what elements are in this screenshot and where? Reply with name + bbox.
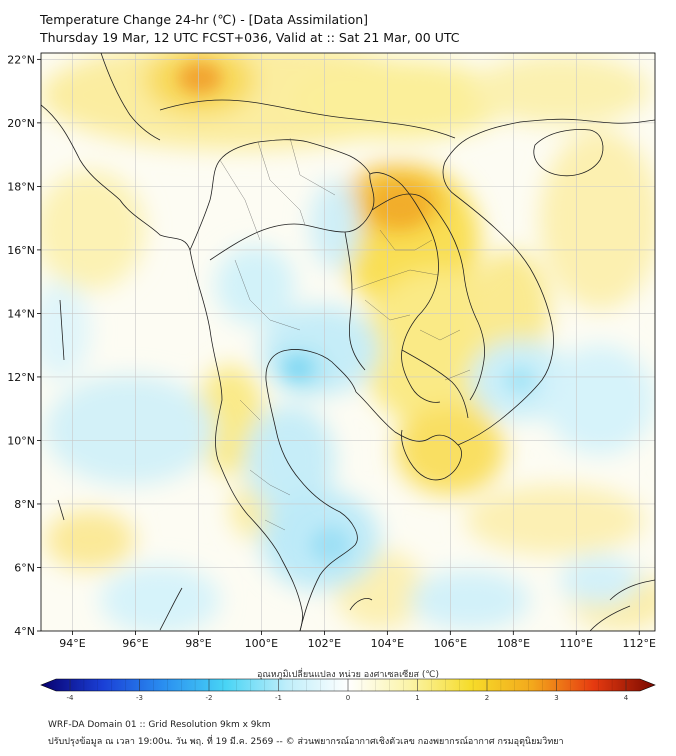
map-title: Temperature Change 24-hr (℃) - [Data Ass… [40,12,369,27]
colorbar-tick-label: 4 [624,694,629,702]
province-lines [219,137,471,531]
lon-label: 94°E [59,637,85,650]
lon-label: 104°E [371,637,404,650]
lat-label: 8°N [14,498,35,511]
temperature-field [41,53,655,631]
lat-label: 12°N [7,371,35,384]
lat-label: 16°N [7,244,35,257]
colorbar: -4 -3 -2 -1 0 1 2 3 4 [40,678,656,702]
lat-label: 6°N [14,561,35,574]
lon-label: 108°E [497,637,530,650]
map-gridlines [41,53,655,631]
lon-label: 106°E [434,637,467,650]
map-frame [40,52,656,632]
lat-label: 10°N [7,434,35,447]
footer-credit: ปรับปรุงข้อมูล ณ เวลา 19:00น. วัน พฤ. ที… [48,737,564,747]
colorbar-tick-label: -3 [136,694,143,702]
coastlines-and-borders [41,53,655,631]
map-subtitle: Thursday 19 Mar, 12 UTC FCST+036, Valid … [40,30,460,45]
colorbar-tick-label: 3 [554,694,558,702]
colorbar-tick-label: -2 [206,694,213,702]
map-axes: 22°N 20°N 18°N 16°N 14°N 12°N 10°N 8°N 6°N 4°N 94°… [7,53,656,650]
colorbar-tick-label: 0 [346,694,350,702]
lat-label: 18°N [7,180,35,193]
colorbar-tick-label: -1 [275,694,282,702]
lon-label: 110°E [560,637,593,650]
lon-label: 112°E [623,637,656,650]
lon-label: 102°E [308,637,341,650]
lat-label: 22°N [7,53,35,66]
colorbar-tick-label: 1 [415,694,419,702]
lat-label: 14°N [7,307,35,320]
temperature-change-map: 22°N 20°N 18°N 16°N 14°N 12°N 10°N 8°N 6°N 4°N 94°… [7,52,656,702]
colorbar-tick-label: 2 [485,694,489,702]
lon-label: 96°E [122,637,148,650]
lat-label: 20°N [7,117,35,130]
lon-label: 98°E [185,637,211,650]
colorbar-tick-label: -4 [67,694,75,702]
colorbar-label: อุณหภูมิเปลี่ยนแปลง หน่วย องศาเซลเซียส (… [256,670,440,680]
lat-label: 4°N [14,625,35,638]
lon-label: 100°E [245,637,278,650]
footer-domain-info: WRF-DA Domain 01 :: Grid Resolution 9km … [48,720,271,730]
